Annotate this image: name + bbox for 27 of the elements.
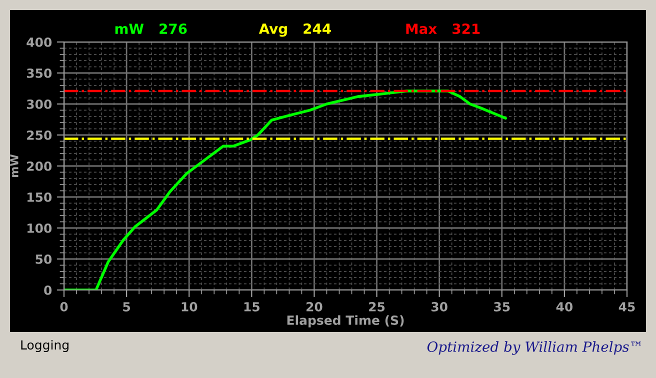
x-tick-label: 0 [60,302,68,312]
y-tick-label: 100 [28,223,52,233]
y-tick-label: 250 [27,130,52,140]
x-tick-label: 15 [244,302,260,312]
y-tick-label: 300 [26,99,52,109]
y-tick-label: 200 [27,161,52,171]
x-tick-label: 35 [494,302,510,312]
y-tick-label: 50 [36,254,52,264]
x-tick-label: 10 [182,302,198,312]
text: Optimized by William Phelps™ [427,341,641,355]
text: Logging [21,340,68,352]
x-axis-title: Elapsed Time (S) [287,315,404,328]
x-tick-label: 5 [123,302,130,312]
x-tick-label: 30 [431,302,448,312]
x-tick-label: 40 [556,302,573,312]
line-series [64,90,508,290]
y-tick-label: 150 [28,192,52,202]
y-tick-label: 0 [44,285,52,295]
y-axis-title: mW [10,154,18,177]
text: mW 276 [115,24,187,34]
x-tick-label: 20 [306,302,322,312]
x-tick-label: 45 [618,302,635,312]
text: Max 321 [406,24,480,34]
y-tick-label: 350 [26,68,52,78]
x-tick-label: 25 [369,302,385,312]
y-tick-label: 400 [26,37,52,47]
text: Avg 244 [258,23,331,37]
